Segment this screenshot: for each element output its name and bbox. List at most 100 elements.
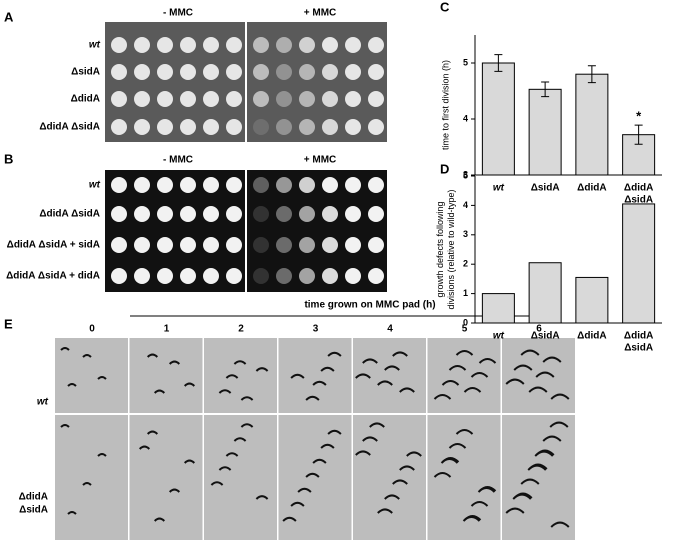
colony-spot: [276, 237, 292, 253]
strain-label: ΔsidA: [19, 505, 48, 516]
cell: [377, 508, 393, 514]
colony-spot: [203, 119, 219, 135]
colony-spot: [180, 119, 196, 135]
cell: [146, 430, 159, 435]
colony-spot: [134, 268, 150, 284]
colony-spot: [226, 206, 242, 222]
cell: [448, 365, 467, 371]
cell: [233, 360, 247, 365]
cell: [399, 465, 415, 471]
colony-spot: [226, 37, 242, 53]
cell: [305, 472, 320, 478]
panel-label: E: [4, 316, 13, 331]
error-bar: [587, 65, 596, 84]
colony-spot: [111, 91, 127, 107]
cell: [433, 394, 452, 400]
cell: [297, 487, 312, 493]
time-label: 4: [387, 324, 393, 335]
colony-spot: [345, 91, 361, 107]
cell: [240, 396, 254, 401]
cell: [320, 443, 335, 449]
cell: [470, 372, 489, 378]
micrograph: [55, 415, 128, 540]
x-tick-label: ΔdidA: [577, 331, 606, 342]
colony-spot: [322, 177, 338, 193]
cell: [369, 422, 385, 428]
colony-spot: [134, 37, 150, 53]
strain-label: wt: [37, 397, 49, 408]
panel-label: D: [440, 161, 449, 176]
cell: [384, 365, 400, 371]
colony-spot: [253, 206, 269, 222]
cell: [320, 366, 335, 372]
cell: [146, 353, 159, 358]
colony-spot: [226, 237, 242, 253]
colony-spot: [345, 119, 361, 135]
cell: [527, 464, 547, 471]
cell: [67, 383, 77, 387]
colony-spot: [157, 268, 173, 284]
colony-spot: [134, 177, 150, 193]
cell: [355, 450, 371, 456]
y-tick-label: 2: [463, 259, 468, 269]
x-tick-label: ΔsidA: [531, 183, 560, 194]
strain-label: ΔdidA: [71, 94, 100, 105]
x-tick-label: wt: [493, 183, 505, 194]
cell: [384, 494, 400, 500]
colony-spot: [157, 119, 173, 135]
colony-spot: [203, 268, 219, 284]
colony-spot: [322, 237, 338, 253]
y-axis-label: time to first division (h): [440, 60, 450, 150]
cell: [455, 429, 474, 435]
colony-spot: [180, 206, 196, 222]
colony-spot: [276, 268, 292, 284]
error-bar: [494, 54, 503, 72]
cell: [377, 380, 393, 386]
cell: [505, 507, 525, 514]
colony-spot: [253, 237, 269, 253]
colony-spot: [368, 37, 384, 53]
cell: [399, 387, 415, 393]
colony-spot: [299, 91, 315, 107]
panel-label: A: [4, 9, 14, 24]
y-tick-label: 3: [463, 169, 468, 179]
y-axis-label: divisions (relative to wild-type): [446, 189, 456, 309]
cell: [441, 380, 460, 386]
colony-spot: [299, 37, 315, 53]
cell: [60, 424, 70, 428]
colony-spot: [157, 37, 173, 53]
colony-spot: [345, 177, 361, 193]
y-tick-label: 5: [463, 170, 468, 180]
condition-label: - MMC: [163, 155, 193, 166]
colony-spot: [203, 237, 219, 253]
colony-spot: [299, 177, 315, 193]
cell: [463, 387, 482, 393]
colony-spot: [322, 37, 338, 53]
colony-spot: [276, 37, 292, 53]
colony-spot: [322, 91, 338, 107]
cell: [462, 516, 481, 522]
time-label: 6: [536, 324, 542, 335]
colony-spot: [134, 206, 150, 222]
cell: [60, 347, 70, 351]
cell: [520, 349, 540, 356]
colony-spot: [203, 37, 219, 53]
strain-label: wt: [89, 40, 101, 51]
cell: [455, 350, 474, 356]
strain-label: ΔdidA ΔsidA + sidA: [7, 240, 100, 251]
colony-spot: [203, 177, 219, 193]
micrograph: [353, 415, 426, 540]
micrograph: [129, 338, 203, 413]
cell: [478, 358, 497, 364]
cell: [534, 450, 554, 457]
x-tick-label: wt: [493, 331, 505, 342]
colony-spot: [253, 268, 269, 284]
error-bar: [541, 81, 550, 98]
cell: [218, 466, 232, 471]
cell: [520, 478, 540, 485]
cell: [282, 516, 297, 522]
colony-spot: [368, 177, 384, 193]
y-tick-label: 4: [463, 200, 468, 210]
colony-spot: [157, 64, 173, 80]
plate-image: [105, 22, 245, 142]
